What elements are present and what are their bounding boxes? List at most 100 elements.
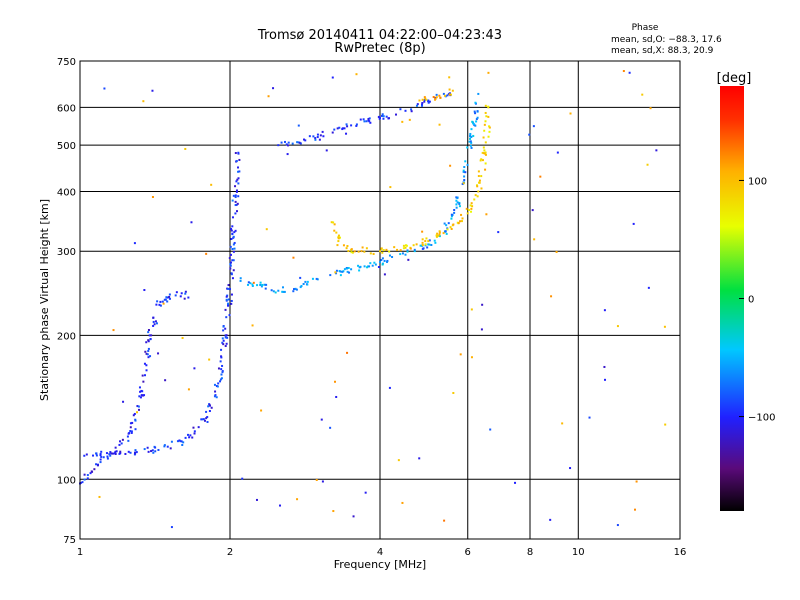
x-tick-label: 8 bbox=[527, 547, 533, 558]
trace-point bbox=[470, 210, 473, 213]
trace-point bbox=[438, 94, 441, 97]
noise-point bbox=[480, 328, 483, 331]
trace-point bbox=[428, 100, 431, 103]
data-point bbox=[187, 296, 190, 299]
trace-point bbox=[453, 211, 456, 214]
data-point bbox=[135, 451, 138, 454]
noise-point bbox=[616, 524, 619, 527]
trace-point bbox=[214, 390, 217, 393]
noise-point bbox=[383, 273, 386, 276]
trace-point bbox=[231, 199, 234, 202]
noise-point bbox=[532, 125, 535, 128]
trace-point bbox=[179, 440, 182, 443]
noise-point bbox=[345, 132, 348, 135]
chart-subtitle: RwPretec (8p) bbox=[334, 41, 425, 56]
chart-title: Tromsø 20140411 04:22:00–04:23:43 bbox=[257, 28, 502, 43]
trace-point bbox=[216, 385, 219, 388]
trace-point bbox=[442, 92, 445, 95]
trace-point bbox=[219, 360, 222, 363]
trace-point bbox=[484, 104, 487, 107]
trace-point bbox=[292, 290, 295, 293]
noise-point bbox=[98, 495, 101, 498]
trace-point bbox=[234, 212, 237, 215]
trace-point bbox=[444, 230, 447, 233]
trace-point bbox=[311, 277, 314, 280]
trace-point bbox=[161, 300, 164, 303]
trace-point bbox=[100, 450, 103, 453]
trace-point bbox=[343, 127, 346, 130]
trace-point bbox=[234, 185, 237, 188]
trace-point bbox=[409, 247, 412, 250]
trace-point bbox=[263, 283, 266, 286]
trace-point bbox=[260, 285, 263, 288]
noise-point bbox=[296, 498, 299, 501]
trace-point bbox=[381, 263, 384, 266]
trace-point bbox=[121, 438, 124, 441]
trace-point bbox=[401, 252, 404, 255]
trace-point bbox=[235, 190, 238, 193]
trace-point bbox=[395, 113, 398, 116]
noise-point bbox=[470, 308, 473, 311]
x-tick-label: 4 bbox=[377, 547, 383, 558]
data-point bbox=[330, 221, 333, 224]
trace-point bbox=[399, 253, 402, 256]
trace-point bbox=[96, 464, 99, 467]
noise-point bbox=[550, 295, 553, 298]
noise-point bbox=[135, 411, 138, 414]
trace-point bbox=[134, 449, 137, 452]
trace-point bbox=[306, 283, 309, 286]
trace-point bbox=[421, 98, 424, 101]
colorbar-tick-label: 0 bbox=[748, 295, 754, 306]
trace-point bbox=[150, 334, 153, 337]
trace-point bbox=[363, 120, 366, 123]
trace-point bbox=[402, 247, 405, 250]
trace-point bbox=[428, 243, 431, 246]
trace-point bbox=[453, 209, 456, 212]
trace-point bbox=[474, 194, 477, 197]
trace-point bbox=[448, 88, 451, 91]
trace-point bbox=[433, 239, 436, 242]
trace-point bbox=[114, 450, 117, 453]
trace-point bbox=[230, 302, 233, 305]
trace-point bbox=[456, 196, 459, 199]
trace-point bbox=[322, 135, 325, 138]
y-tick-label: 500 bbox=[57, 141, 76, 152]
trace-point bbox=[423, 100, 426, 103]
trace-point bbox=[265, 283, 268, 286]
trace-point bbox=[450, 217, 453, 220]
trace-point bbox=[302, 283, 305, 286]
noise-point bbox=[320, 418, 323, 421]
noise-point bbox=[531, 209, 534, 212]
noise-point bbox=[497, 231, 500, 234]
trace-point bbox=[233, 231, 236, 234]
trace-point bbox=[423, 96, 426, 99]
trace-point bbox=[287, 141, 290, 144]
trace-point bbox=[476, 116, 479, 119]
trace-point bbox=[145, 341, 148, 344]
trace-point bbox=[421, 103, 424, 106]
trace-point bbox=[487, 135, 490, 138]
trace-point bbox=[115, 450, 118, 453]
trace-point bbox=[203, 419, 206, 422]
trace-point bbox=[369, 252, 372, 255]
noise-point bbox=[452, 391, 455, 394]
noise-point bbox=[421, 230, 424, 233]
trace-point bbox=[102, 456, 105, 459]
trace-point bbox=[383, 259, 386, 262]
trace-point bbox=[388, 250, 391, 253]
trace-point bbox=[232, 250, 235, 253]
trace-point bbox=[372, 252, 375, 255]
trace-point bbox=[227, 302, 230, 305]
trace-point bbox=[234, 229, 237, 232]
trace-point bbox=[329, 274, 332, 277]
trace-point bbox=[237, 166, 240, 169]
noise-point bbox=[655, 149, 658, 152]
trace-point bbox=[126, 435, 129, 438]
trace-point bbox=[477, 170, 480, 173]
trace-point bbox=[381, 257, 384, 260]
trace-point bbox=[229, 267, 232, 270]
trace-point bbox=[458, 202, 461, 205]
data-point bbox=[83, 454, 86, 457]
plot-area bbox=[79, 60, 681, 540]
trace-point bbox=[345, 123, 348, 126]
